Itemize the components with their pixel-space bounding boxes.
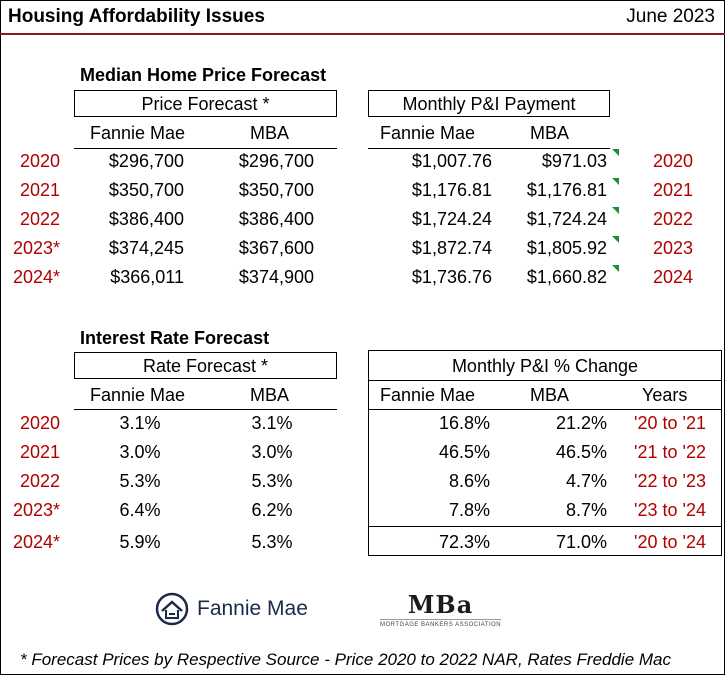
- mba-logo-subtext: MORTGAGE BANKERS ASSOCIATION: [380, 619, 502, 628]
- mba-chg-cell: 21.2%: [555, 413, 607, 433]
- fannie-chg-cell: 7.8%: [448, 500, 490, 520]
- price-forecast-box: Price Forecast *: [74, 90, 337, 117]
- span-years-cell: '20 to '24: [634, 532, 706, 552]
- mba-price-cell: $386,400: [238, 209, 314, 229]
- fannie-pi-cell: $1,736.76: [411, 267, 492, 287]
- mba-chg-cell: 4.7%: [565, 471, 607, 491]
- pi-change-box: [368, 350, 722, 556]
- fannie-pi-cell: $1,872.74: [411, 238, 492, 258]
- monthly-pi-payment-box: Monthly P&I Payment: [368, 90, 610, 117]
- span-years-cell: '20 to '21: [634, 413, 706, 433]
- row-year-right: 2023: [652, 238, 694, 258]
- mba-logo-text: MBa: [407, 590, 474, 619]
- rate-header-rule: [74, 409, 337, 410]
- fannie-chg-cell: 8.6%: [448, 471, 490, 491]
- fannie-rate-cell: 3.0%: [119, 442, 161, 462]
- mba-rate-cell: 6.2%: [251, 500, 293, 520]
- comment-marker-icon: [612, 178, 619, 185]
- fannie-pi-cell: $1,724.24: [411, 209, 492, 229]
- rate-col-fannie: Fannie Mae: [90, 385, 186, 405]
- fannie-rate-cell: 5.3%: [119, 471, 161, 491]
- rate-section-title: Interest Rate Forecast: [80, 328, 270, 348]
- row-year-right: 2024: [652, 267, 694, 287]
- fannie-mae-house-logo-icon: [155, 592, 189, 626]
- mba-pi-cell: $1,724.24: [526, 209, 607, 229]
- row-year: 2021: [19, 442, 60, 462]
- fannie-rate-cell: 3.1%: [119, 413, 161, 433]
- fannie-chg-cell: 16.8%: [438, 413, 490, 433]
- pi-change-title: Monthly P&I % Change: [451, 356, 639, 376]
- mba-price-cell: $374,900: [238, 267, 314, 287]
- fannie-mae-logo: Fannie Mae: [155, 592, 308, 626]
- comment-marker-icon: [612, 149, 619, 156]
- fannie-pi-cell: $1,176.81: [411, 180, 492, 200]
- fannie-price-cell: $386,400: [108, 209, 184, 229]
- fannie-price-cell: $366,011: [110, 267, 184, 287]
- report-date: June 2023: [626, 6, 715, 27]
- fannie-price-cell: $350,700: [108, 180, 184, 200]
- row-year: 2021: [19, 180, 60, 200]
- mba-pi-cell: $1,176.81: [526, 180, 607, 200]
- span-years-cell: '22 to '23: [634, 471, 706, 491]
- mba-chg-cell: 46.5%: [555, 442, 607, 462]
- mba-pi-cell: $1,660.82: [526, 267, 607, 287]
- row-year: 2023*: [12, 238, 60, 258]
- chg-header-rule: [368, 409, 722, 410]
- pi-col-fannie: Fannie Mae: [380, 123, 476, 143]
- row-year: 2023*: [12, 500, 60, 520]
- fannie-chg-cell: 72.3%: [438, 532, 490, 552]
- pi-change-title-rule: [368, 380, 722, 381]
- mba-price-cell: $296,700: [238, 151, 314, 171]
- row-year: 2024*: [12, 267, 60, 287]
- price-header-rule: [74, 148, 337, 149]
- fannie-price-cell: $374,245: [108, 238, 184, 258]
- chg-col-years: Years: [642, 385, 688, 405]
- mba-pi-cell: $971.03: [541, 151, 607, 171]
- row-year: 2022: [19, 471, 60, 491]
- row-year: 2024*: [12, 532, 60, 552]
- chg-col-fannie: Fannie Mae: [380, 385, 476, 405]
- span-years-cell: '23 to '24: [634, 500, 706, 520]
- rate-forecast-box: Rate Forecast *: [74, 352, 337, 379]
- row-year: 2022: [19, 209, 60, 229]
- span-years-cell: '21 to '22: [634, 442, 706, 462]
- mba-rate-cell: 5.3%: [251, 471, 293, 491]
- mba-logo: MBa MORTGAGE BANKERS ASSOCIATION: [380, 590, 502, 628]
- fannie-chg-cell: 46.5%: [438, 442, 490, 462]
- fannie-rate-cell: 5.9%: [119, 532, 161, 552]
- footnote: * Forecast Prices by Respective Source -…: [20, 650, 672, 669]
- rate-col-mba: MBA: [250, 385, 290, 405]
- mba-rate-cell: 3.1%: [251, 413, 293, 433]
- price-section-title: Median Home Price Forecast: [80, 65, 327, 85]
- fannie-rate-cell: 6.4%: [119, 500, 161, 520]
- mba-chg-cell: 71.0%: [555, 532, 607, 552]
- row-year-right: 2021: [652, 180, 694, 200]
- mba-pi-cell: $1,805.92: [526, 238, 607, 258]
- chg-total-rule: [368, 526, 722, 527]
- chg-col-mba: MBA: [530, 385, 570, 405]
- mba-rate-cell: 3.0%: [251, 442, 293, 462]
- row-year: 2020: [19, 413, 60, 433]
- mba-chg-cell: 8.7%: [565, 500, 607, 520]
- mba-rate-cell: 5.3%: [251, 532, 293, 552]
- comment-marker-icon: [612, 207, 619, 214]
- header-rule: [0, 33, 725, 35]
- pi-col-mba: MBA: [530, 123, 570, 143]
- fannie-mae-logo-text: Fannie Mae: [197, 597, 308, 620]
- fannie-pi-cell: $1,007.76: [411, 151, 492, 171]
- price-col-fannie: Fannie Mae: [90, 123, 186, 143]
- pi-header-rule: [368, 148, 610, 149]
- row-year-right: 2020: [652, 151, 694, 171]
- fannie-price-cell: $296,700: [108, 151, 184, 171]
- mba-price-cell: $350,700: [238, 180, 314, 200]
- page-title: Housing Affordability Issues: [8, 6, 265, 27]
- row-year: 2020: [19, 151, 60, 171]
- price-col-mba: MBA: [250, 123, 290, 143]
- row-year-right: 2022: [652, 209, 694, 229]
- comment-marker-icon: [612, 265, 619, 272]
- mba-price-cell: $367,600: [238, 238, 314, 258]
- comment-marker-icon: [612, 236, 619, 243]
